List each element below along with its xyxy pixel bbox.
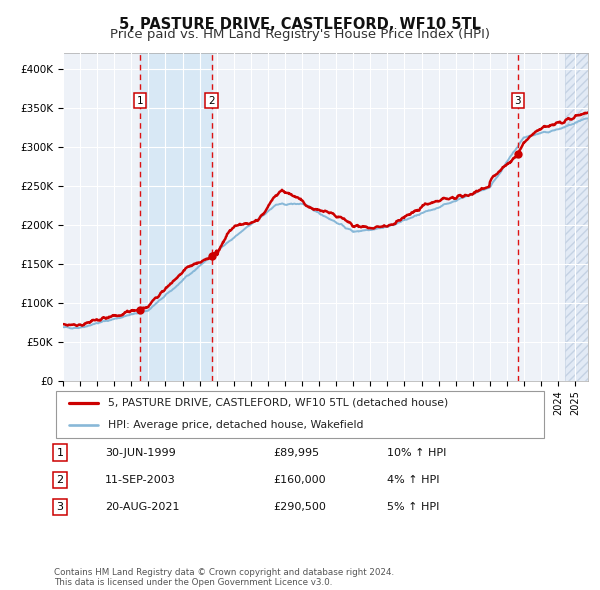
Text: £160,000: £160,000: [273, 475, 326, 484]
Text: 5% ↑ HPI: 5% ↑ HPI: [387, 502, 439, 512]
Text: 10% ↑ HPI: 10% ↑ HPI: [387, 448, 446, 457]
FancyBboxPatch shape: [56, 391, 544, 438]
Text: 1: 1: [56, 448, 64, 457]
Text: £89,995: £89,995: [273, 448, 319, 457]
Text: 20-AUG-2021: 20-AUG-2021: [105, 502, 179, 512]
Text: 4% ↑ HPI: 4% ↑ HPI: [387, 475, 439, 484]
Text: 3: 3: [514, 96, 521, 106]
Text: £290,500: £290,500: [273, 502, 326, 512]
Text: Price paid vs. HM Land Registry's House Price Index (HPI): Price paid vs. HM Land Registry's House …: [110, 28, 490, 41]
Text: 11-SEP-2003: 11-SEP-2003: [105, 475, 176, 484]
Text: Contains HM Land Registry data © Crown copyright and database right 2024.
This d: Contains HM Land Registry data © Crown c…: [54, 568, 394, 587]
Text: 1: 1: [136, 96, 143, 106]
Bar: [140, 53, 212, 381]
Text: 5, PASTURE DRIVE, CASTLEFORD, WF10 5TL (detached house): 5, PASTURE DRIVE, CASTLEFORD, WF10 5TL (…: [108, 398, 448, 408]
Text: 2: 2: [208, 96, 215, 106]
Text: 3: 3: [56, 502, 64, 512]
Text: 30-JUN-1999: 30-JUN-1999: [105, 448, 176, 457]
Text: 2: 2: [56, 475, 64, 484]
Text: HPI: Average price, detached house, Wakefield: HPI: Average price, detached house, Wake…: [108, 420, 364, 430]
Text: 5, PASTURE DRIVE, CASTLEFORD, WF10 5TL: 5, PASTURE DRIVE, CASTLEFORD, WF10 5TL: [119, 17, 481, 31]
